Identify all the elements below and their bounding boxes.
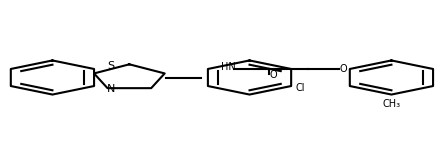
Text: HN: HN bbox=[221, 62, 236, 72]
Text: CH₃: CH₃ bbox=[382, 99, 400, 109]
Text: N: N bbox=[107, 84, 115, 94]
Text: O: O bbox=[340, 64, 347, 74]
Text: O: O bbox=[270, 70, 277, 80]
Text: S: S bbox=[107, 61, 114, 71]
Text: Cl: Cl bbox=[295, 83, 305, 93]
